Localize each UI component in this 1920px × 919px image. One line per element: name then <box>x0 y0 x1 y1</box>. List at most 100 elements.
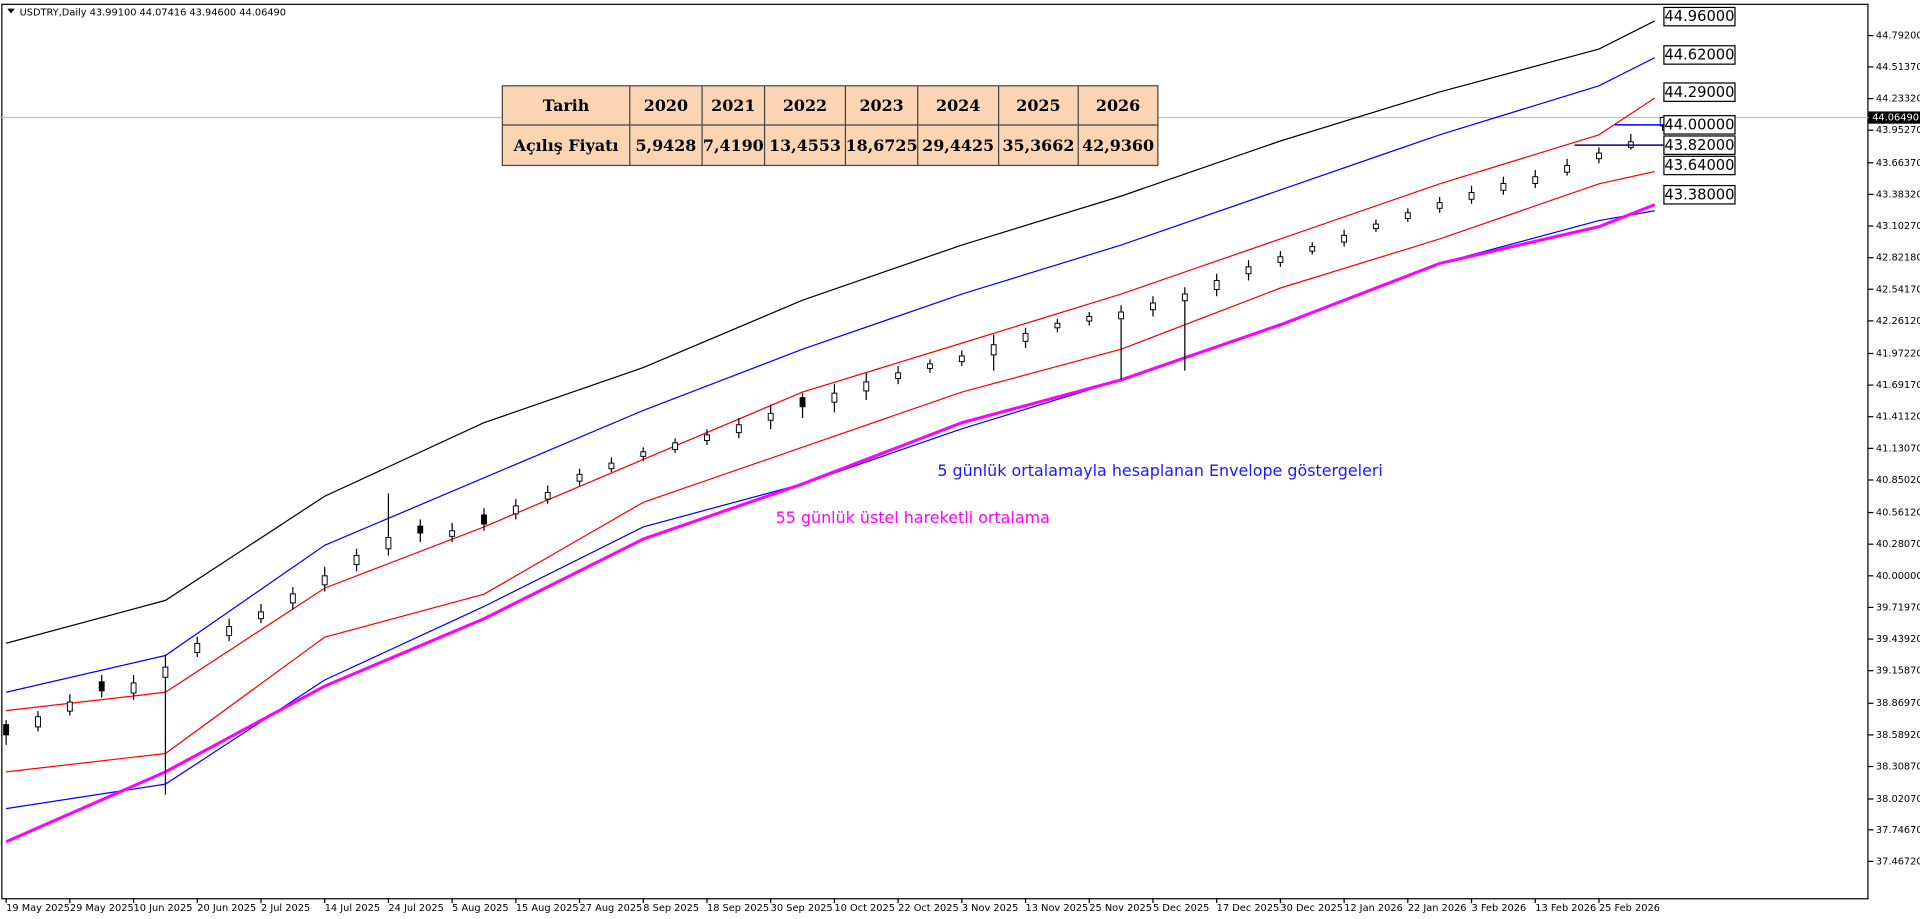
candle-body <box>194 642 201 653</box>
candle-body <box>1181 293 1188 302</box>
candle-body <box>1373 223 1379 230</box>
candle-body <box>799 397 806 408</box>
table-cell: 2022 <box>783 96 827 115</box>
level-box <box>1663 6 1736 27</box>
candle-body <box>831 392 838 403</box>
candle-body <box>1500 182 1507 191</box>
candle-body <box>1564 164 1571 173</box>
table-cell: 7,4190 <box>703 136 764 155</box>
y-tick-label: 44.79200 <box>1876 31 1920 42</box>
candle-body <box>98 681 105 692</box>
candle-body <box>1309 246 1316 252</box>
y-tick-label: 39.43920 <box>1876 634 1920 645</box>
indicator-line <box>6 170 1655 773</box>
table-cell: 2024 <box>936 96 980 115</box>
level-label: 44.29000 <box>1664 84 1734 101</box>
candle-body <box>417 525 424 534</box>
candle-body <box>1118 311 1125 320</box>
price-tag-label: 44.06490 <box>1872 113 1919 124</box>
x-tick-label: 22 Oct 2025 <box>898 903 959 914</box>
candle-body <box>35 716 41 728</box>
candle-body <box>1022 332 1029 342</box>
x-tick-label: 13 Nov 2025 <box>1026 903 1089 914</box>
candle-body <box>927 363 933 369</box>
candle-body <box>1341 234 1348 243</box>
table-cell: 2025 <box>1016 96 1060 115</box>
x-tick-label: 25 Nov 2025 <box>1089 903 1152 914</box>
candle-body <box>863 381 870 392</box>
candle-body <box>385 537 392 550</box>
y-tick-label: 38.30870 <box>1876 762 1920 773</box>
menu-icon[interactable] <box>7 8 15 14</box>
candle-body <box>576 473 583 482</box>
y-tick-label: 41.97220 <box>1876 348 1920 359</box>
candle-body <box>1245 266 1252 275</box>
level-box <box>1663 135 1736 155</box>
y-tick-label: 40.85020 <box>1876 475 1920 486</box>
table-cell: 2020 <box>644 96 688 115</box>
x-tick-label: 30 Sep 2025 <box>771 903 833 914</box>
indicator-line <box>6 97 1656 712</box>
candle-body <box>735 424 742 434</box>
level-label: 44.00000 <box>1664 116 1734 133</box>
table-cell: 42,9360 <box>1082 136 1154 155</box>
y-tick-label: 40.00000 <box>1876 571 1920 582</box>
table-cell: 2021 <box>711 96 755 115</box>
y-tick-label: 42.82180 <box>1876 253 1920 264</box>
level-box <box>1663 115 1736 135</box>
x-tick-label: 14 Jul 2025 <box>325 903 380 914</box>
y-tick-label: 40.56120 <box>1876 508 1920 519</box>
x-tick-label: 27 Aug 2025 <box>580 903 643 914</box>
candle-body <box>258 611 264 620</box>
y-tick-label: 41.41120 <box>1876 412 1920 423</box>
candle-body <box>512 505 519 515</box>
y-tick-label: 44.51370 <box>1876 62 1920 73</box>
candle-body <box>1277 256 1284 263</box>
y-tick-label: 41.13070 <box>1876 443 1920 454</box>
level-label: 44.96000 <box>1664 8 1734 25</box>
y-tick-label: 43.95270 <box>1876 125 1920 136</box>
candle-body <box>1596 152 1602 160</box>
y-tick-label: 43.38320 <box>1876 189 1920 200</box>
x-tick-label: 10 Jun 2025 <box>134 903 193 914</box>
x-tick-label: 22 Jan 2026 <box>1408 903 1467 914</box>
x-tick-label: 13 Feb 2026 <box>1535 903 1596 914</box>
candle-body <box>289 593 296 604</box>
candle-body <box>704 434 710 442</box>
candle-body <box>226 626 233 637</box>
candle-body <box>1054 322 1061 329</box>
y-tick-label: 41.69170 <box>1876 380 1920 391</box>
x-tick-label: 30 Dec 2025 <box>1280 903 1343 914</box>
candle-body <box>449 530 456 537</box>
x-tick-label: 17 Dec 2025 <box>1217 903 1280 914</box>
table-cell: 35,3662 <box>1002 136 1074 155</box>
candle-body <box>990 344 997 356</box>
y-tick-label: 39.71970 <box>1876 602 1920 613</box>
candle-body <box>3 724 10 736</box>
level-label: 43.82000 <box>1664 137 1734 154</box>
indicator-line <box>5 57 1655 693</box>
candle-body <box>162 666 169 678</box>
candle-body <box>1468 192 1475 200</box>
x-tick-label: 5 Dec 2025 <box>1153 903 1209 914</box>
level-label: 43.38000 <box>1664 186 1734 203</box>
x-tick-label: 2 Jul 2025 <box>261 903 310 914</box>
candle-body <box>353 555 360 566</box>
candle-body <box>1404 212 1411 219</box>
table-cell: 13,4553 <box>769 136 841 155</box>
price-tag <box>1868 111 1920 124</box>
level-label: 44.62000 <box>1664 47 1734 64</box>
candle-body <box>640 451 647 457</box>
y-tick-label: 42.54170 <box>1876 284 1920 295</box>
candle-body <box>66 701 73 712</box>
table-cell: 2023 <box>859 96 903 115</box>
y-tick-label: 40.28070 <box>1876 539 1920 550</box>
x-tick-label: 8 Sep 2025 <box>643 903 699 914</box>
x-tick-label: 3 Feb 2026 <box>1472 903 1527 914</box>
candle-body <box>1213 279 1220 290</box>
x-tick-label: 10 Oct 2025 <box>834 903 895 914</box>
x-tick-label: 18 Sep 2025 <box>707 903 769 914</box>
y-tick-label: 38.58920 <box>1876 730 1920 741</box>
